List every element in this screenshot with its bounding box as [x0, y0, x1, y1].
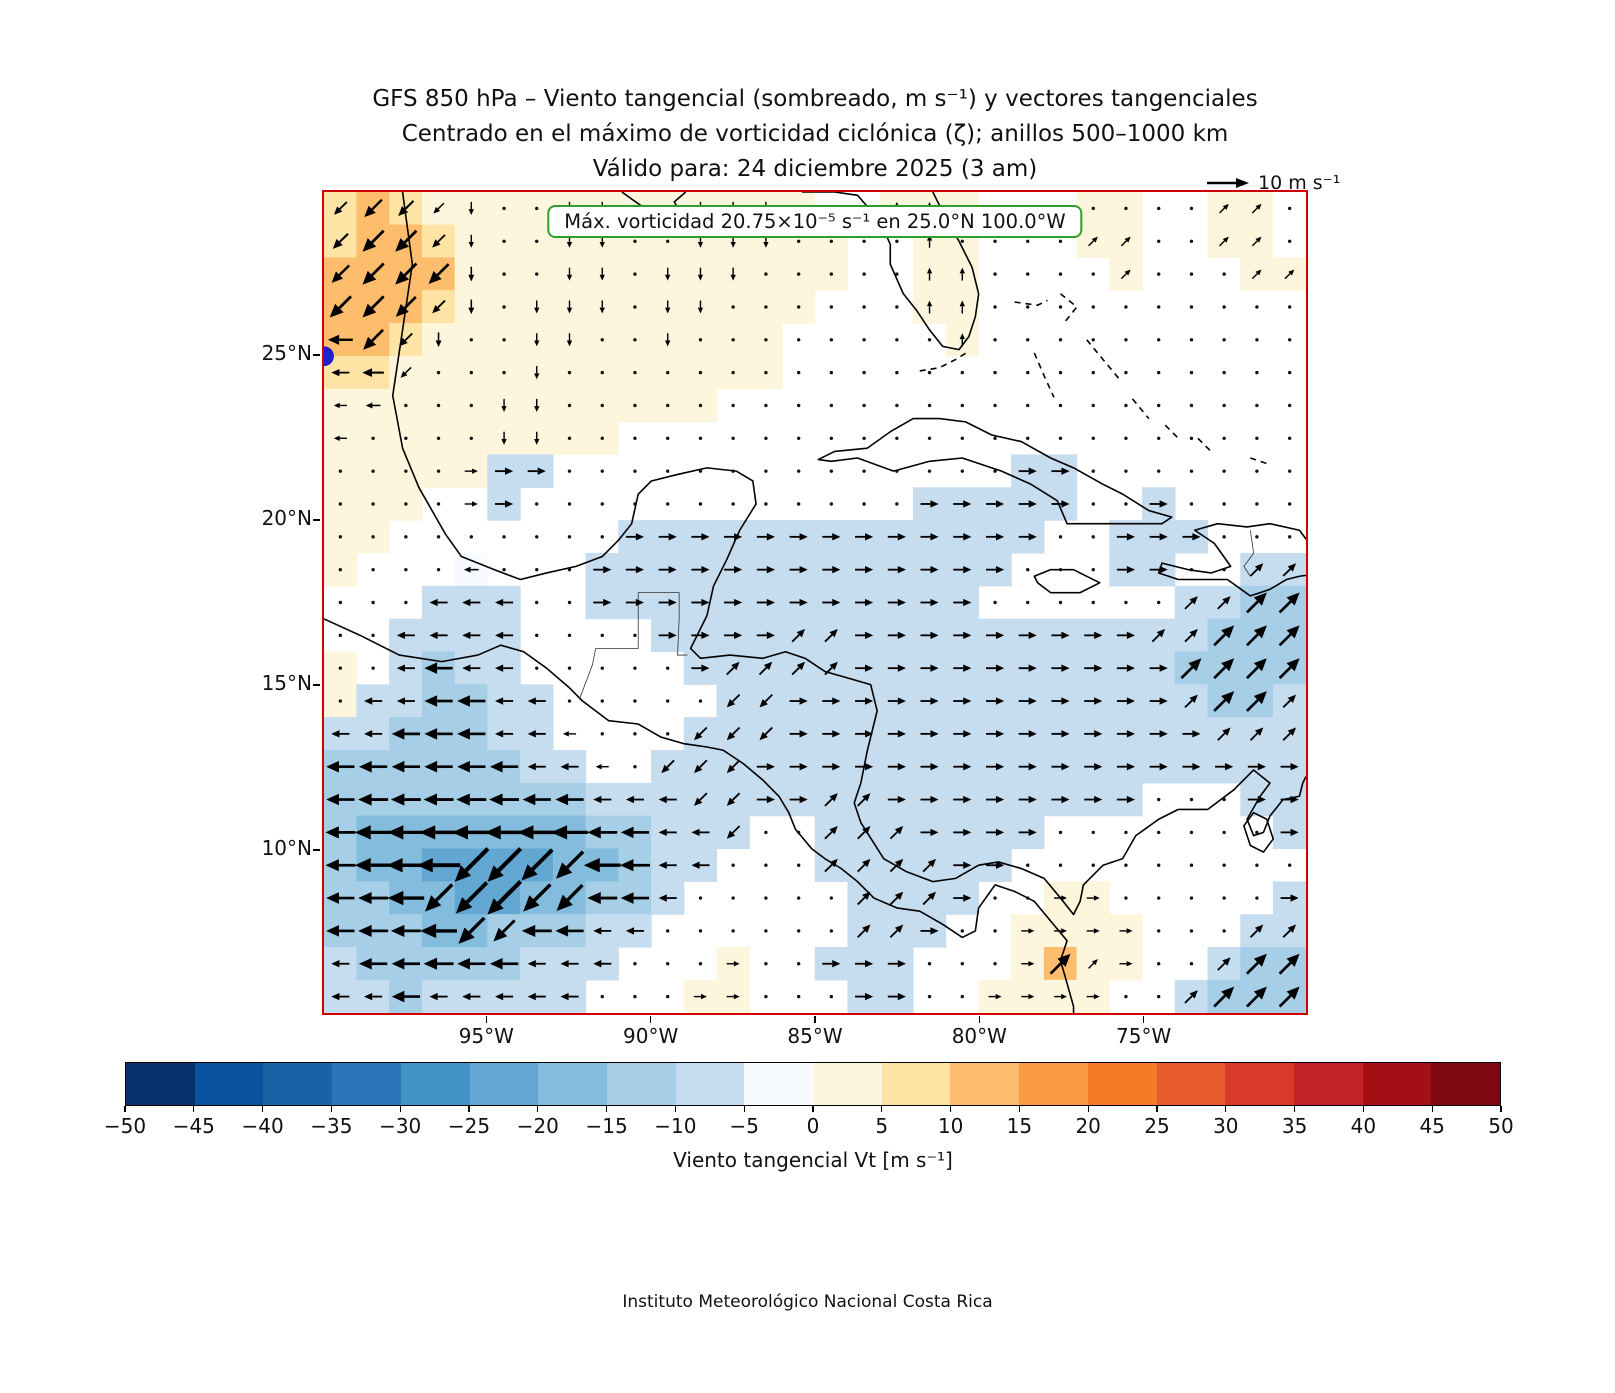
y-tick-label: 15°N — [261, 671, 312, 695]
quiver-key-label: 10 m s⁻¹ — [1258, 172, 1341, 194]
chart-title: GFS 850 hPa – Viento tangencial (sombrea… — [322, 82, 1308, 187]
colorbar-segment — [194, 1063, 264, 1105]
colorbar-tick-label: −30 — [379, 1114, 422, 1138]
colorbar-tick-mark — [812, 1106, 814, 1112]
colorbar-tick-mark — [605, 1106, 608, 1112]
footer-text: Instituto Meteorológico Nacional Costa R… — [622, 1292, 993, 1312]
colorbar-tick-label: −45 — [172, 1114, 215, 1138]
colorbar-segment — [675, 1063, 745, 1105]
colorbar-label: Viento tangencial Vt [m s⁻¹] — [673, 1148, 953, 1172]
colorbar-segment — [469, 1063, 539, 1105]
map-panel: Máx. vorticidad 20.75×10⁻⁵ s⁻¹ en 25.0°N… — [322, 190, 1308, 1015]
y-tick-mark — [313, 354, 320, 356]
x-tick-mark — [649, 1016, 652, 1023]
colorbar-segment — [1431, 1063, 1501, 1105]
x-tick-label: 80°W — [951, 1024, 1007, 1048]
colorbar-tick-label: −20 — [516, 1114, 559, 1138]
colorbar-tick-label: 45 — [1419, 1114, 1445, 1138]
x-tick-mark — [1142, 1016, 1145, 1023]
y-tick-label: 10°N — [261, 836, 312, 860]
y-tick-label: 25°N — [261, 341, 312, 365]
colorbar-tick-label: 5 — [875, 1114, 889, 1138]
colorbar-tick-mark — [1500, 1106, 1502, 1112]
colorbar-tick-label: −10 — [654, 1114, 697, 1138]
colorbar-tick-mark — [1018, 1106, 1021, 1112]
x-tick-mark — [485, 1016, 488, 1023]
colorbar-segment — [332, 1063, 401, 1105]
colorbar-segment — [1087, 1063, 1157, 1105]
colorbar-segment — [1019, 1063, 1088, 1105]
colorbar-tick-mark — [1431, 1106, 1433, 1112]
y-tick-mark — [313, 519, 320, 521]
quiver-key-arrow-icon — [1207, 178, 1249, 188]
x-tick-label: 95°W — [458, 1024, 514, 1048]
colorbar-tick-mark — [261, 1106, 264, 1112]
colorbar-tick-label: −50 — [103, 1114, 147, 1138]
colorbar-tick-mark — [1156, 1106, 1158, 1112]
coastline-layer — [324, 192, 1306, 1013]
colorbar-tick-label: 35 — [1281, 1114, 1308, 1138]
y-tick-mark — [313, 684, 320, 686]
colorbar-tick-mark — [674, 1106, 677, 1112]
small-islands-layer — [919, 293, 1271, 466]
y-tick-label: 20°N — [261, 506, 312, 530]
colorbar-tick-label: −40 — [241, 1114, 284, 1138]
quiver-key: 10 m s⁻¹ — [1205, 172, 1340, 194]
colorbar-tick-label: 10 — [937, 1114, 964, 1138]
colorbar-segment — [1225, 1063, 1294, 1105]
colorbar-tick-mark — [743, 1106, 745, 1112]
colorbar-segment — [1362, 1063, 1432, 1105]
max-vorticity-annotation: Máx. vorticidad 20.75×10⁻⁵ s⁻¹ en 25.0°N… — [547, 205, 1083, 238]
colorbar-segment — [538, 1063, 607, 1105]
colorbar-tick-mark — [193, 1106, 195, 1112]
colorbar-tick-mark — [399, 1106, 401, 1112]
border-layer — [578, 530, 1255, 700]
chart-title-line3: Válido para: 24 diciembre 2025 (3 am) — [592, 156, 1038, 182]
colorbar-segment — [606, 1063, 676, 1105]
y-tick-mark — [313, 849, 320, 851]
colorbar-tick-mark — [1087, 1106, 1089, 1112]
islands-layer — [817, 417, 1306, 853]
map-canvas — [324, 192, 1306, 1013]
colorbar-segment — [126, 1063, 195, 1105]
colorbar-tick-label: −35 — [310, 1114, 353, 1138]
colorbar-tick-label: 0 — [806, 1114, 820, 1138]
colorbar-segment — [1293, 1063, 1363, 1105]
chart-title-line1: GFS 850 hPa – Viento tangencial (sombrea… — [372, 86, 1258, 112]
vorticity-center-dot — [324, 346, 334, 367]
colorbar-segment — [744, 1063, 814, 1105]
colorbar-segment — [881, 1063, 951, 1105]
wind-vector-layer — [325, 198, 1300, 1008]
colorbar-tick-mark — [124, 1106, 126, 1112]
colorbar-segment — [1156, 1063, 1226, 1105]
colorbar-tick-mark — [1362, 1106, 1365, 1112]
colorbar-tick-mark — [881, 1106, 883, 1112]
colorbar-segment — [813, 1063, 882, 1105]
colorbar-tick-mark — [468, 1106, 470, 1112]
colorbar-tick-label: 15 — [1006, 1114, 1033, 1138]
colorbar-tick-mark — [1225, 1106, 1227, 1112]
colorbar-tick-label: 50 — [1488, 1114, 1514, 1138]
chart-title-line2: Centrado en el máximo de vorticidad cicl… — [401, 121, 1229, 147]
colorbar-tick-mark — [537, 1106, 539, 1112]
colorbar-tick-label: −15 — [585, 1114, 628, 1138]
colorbar-tick-label: 30 — [1213, 1114, 1239, 1138]
x-tick-mark — [978, 1016, 981, 1023]
colorbar-tick-label: 20 — [1075, 1114, 1101, 1138]
colorbar-tick-label: 25 — [1144, 1114, 1170, 1138]
x-tick-label: 85°W — [787, 1024, 843, 1048]
colorbar-tick-mark — [330, 1106, 333, 1112]
colorbar-tick-mark — [949, 1106, 952, 1112]
x-tick-label: 75°W — [1116, 1024, 1172, 1048]
colorbar-segment — [263, 1063, 333, 1105]
colorbar-tick-label: −5 — [729, 1114, 759, 1138]
colorbar-segment — [400, 1063, 470, 1105]
colorbar-segment — [950, 1063, 1020, 1105]
x-tick-mark — [814, 1016, 816, 1023]
colorbar-tick-label: 40 — [1350, 1114, 1377, 1138]
x-tick-label: 90°W — [623, 1024, 679, 1048]
colorbar-tick-mark — [1293, 1106, 1296, 1112]
colorbar-tick-label: −25 — [447, 1114, 491, 1138]
colorbar — [125, 1062, 1501, 1106]
